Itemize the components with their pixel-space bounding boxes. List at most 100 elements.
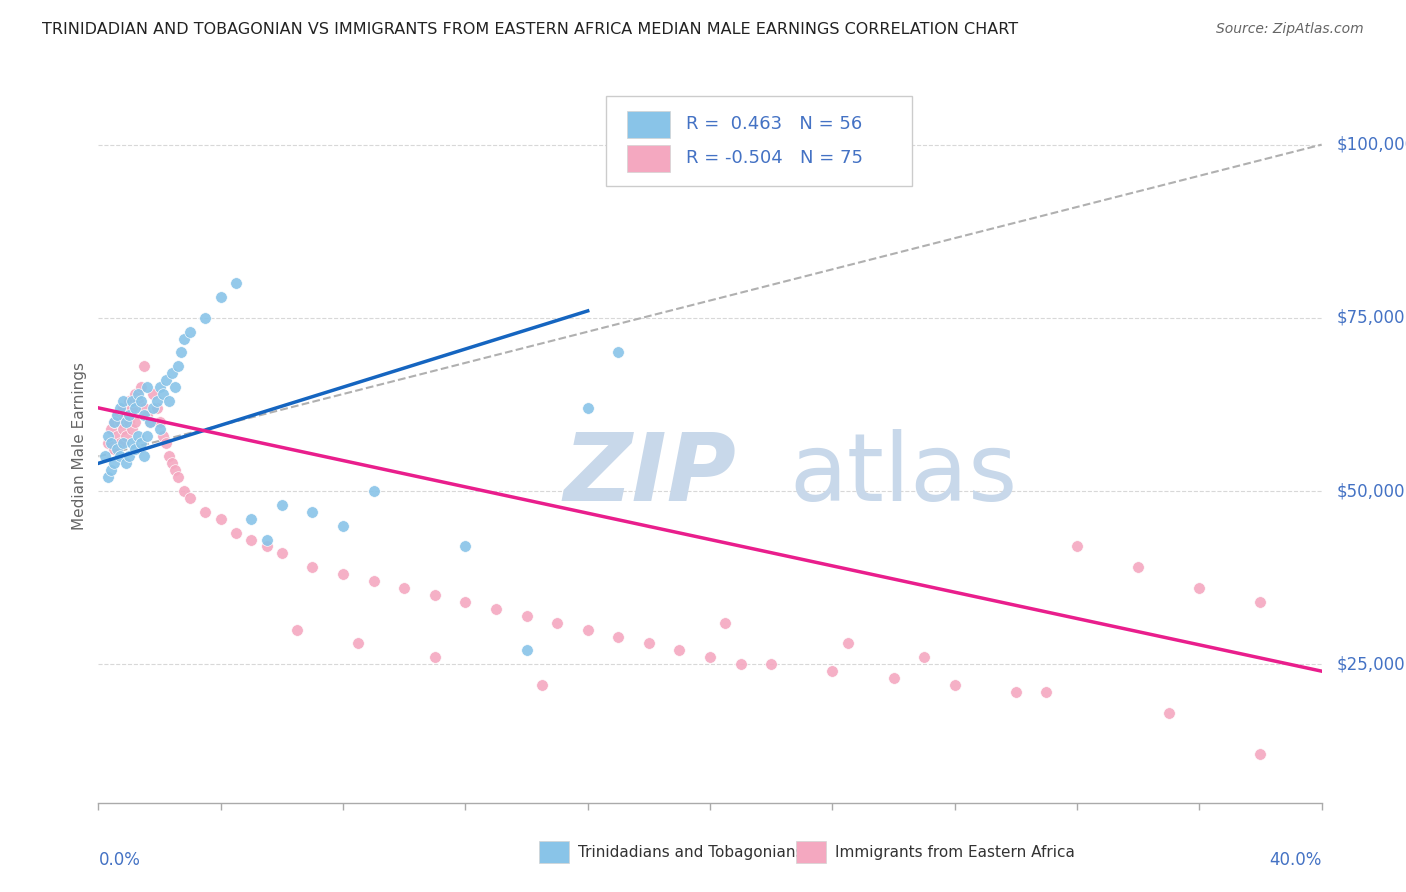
Point (454, 595, 477, 609)
Point (912, 650, 935, 665)
Point (270, 546, 294, 560)
Point (127, 428, 149, 442)
Point (121, 401, 143, 415)
Text: atlas: atlas (790, 428, 1018, 521)
Text: $100,000: $100,000 (1337, 136, 1406, 153)
Point (118, 415, 141, 429)
Text: TRINIDADIAN AND TOBAGONIAN VS IMMIGRANTS FROM EASTERN AFRICA MEDIAN MALE EARNING: TRINIDADIAN AND TOBAGONIAN VS IMMIGRANTS… (42, 22, 1018, 37)
Point (285, 623, 308, 637)
Point (105, 408, 128, 422)
Point (152, 387, 174, 401)
Point (173, 332, 195, 346)
Point (392, 581, 416, 595)
Point (127, 394, 149, 409)
Point (142, 401, 165, 415)
Point (157, 394, 180, 409)
Point (124, 442, 146, 457)
Point (115, 428, 138, 442)
Point (121, 394, 143, 409)
Point (668, 643, 690, 657)
Point (111, 394, 134, 409)
Point (100, 422, 122, 436)
Point (121, 422, 143, 436)
Point (1066, 540, 1088, 554)
Point (124, 387, 146, 401)
Text: Immigrants from Eastern Africa: Immigrants from Eastern Africa (835, 845, 1074, 860)
Point (454, 540, 477, 554)
Point (1188, 581, 1211, 595)
Y-axis label: Median Male Earnings: Median Male Earnings (72, 362, 87, 530)
Text: 40.0%: 40.0% (1270, 851, 1322, 870)
Point (129, 380, 152, 394)
Bar (538, 840, 569, 863)
Point (637, 636, 661, 650)
Point (167, 470, 190, 484)
Point (160, 366, 183, 380)
Point (136, 408, 159, 422)
Point (111, 401, 134, 415)
Point (111, 422, 134, 436)
Point (149, 380, 172, 394)
Point (157, 450, 180, 464)
Text: $50,000: $50,000 (1337, 482, 1406, 500)
Point (100, 435, 122, 450)
Point (124, 401, 146, 415)
Point (105, 408, 128, 422)
Point (485, 602, 508, 616)
Point (103, 415, 125, 429)
Point (129, 394, 152, 409)
Point (530, 678, 553, 692)
Point (209, 512, 232, 526)
Point (152, 428, 174, 442)
Point (134, 359, 156, 374)
Point (108, 450, 131, 464)
Point (170, 345, 193, 359)
Point (714, 615, 737, 630)
Bar (627, 111, 669, 137)
Point (943, 678, 966, 692)
Point (423, 588, 446, 602)
Point (100, 463, 122, 477)
Point (136, 428, 159, 442)
Point (136, 380, 159, 394)
Point (134, 401, 156, 415)
Point (179, 325, 201, 339)
Text: Trinidadians and Tobagonians: Trinidadians and Tobagonians (578, 845, 803, 860)
Point (111, 435, 134, 450)
Point (163, 463, 186, 477)
Point (194, 310, 217, 325)
Point (576, 623, 599, 637)
Point (173, 483, 195, 498)
Point (837, 636, 859, 650)
Point (167, 359, 190, 374)
Text: $25,000: $25,000 (1337, 656, 1406, 673)
Point (118, 408, 141, 422)
Point (240, 512, 263, 526)
Point (121, 435, 143, 450)
Point (97, 470, 120, 484)
Point (103, 456, 125, 470)
Point (332, 567, 354, 582)
Point (103, 442, 125, 457)
Point (1128, 560, 1150, 574)
Point (124, 415, 146, 429)
Text: Source: ZipAtlas.com: Source: ZipAtlas.com (1216, 22, 1364, 37)
Point (145, 401, 167, 415)
Point (1157, 706, 1180, 720)
Point (155, 435, 177, 450)
Point (179, 491, 201, 505)
Point (139, 415, 162, 429)
Point (149, 422, 172, 436)
Point (516, 643, 538, 657)
Text: $75,000: $75,000 (1337, 309, 1406, 326)
Point (363, 574, 385, 588)
Point (730, 657, 752, 672)
Point (108, 401, 131, 415)
Point (301, 560, 323, 574)
Point (194, 505, 217, 519)
Point (115, 415, 138, 429)
Point (607, 630, 630, 644)
Point (256, 540, 278, 554)
FancyBboxPatch shape (606, 96, 912, 186)
Point (576, 401, 599, 415)
